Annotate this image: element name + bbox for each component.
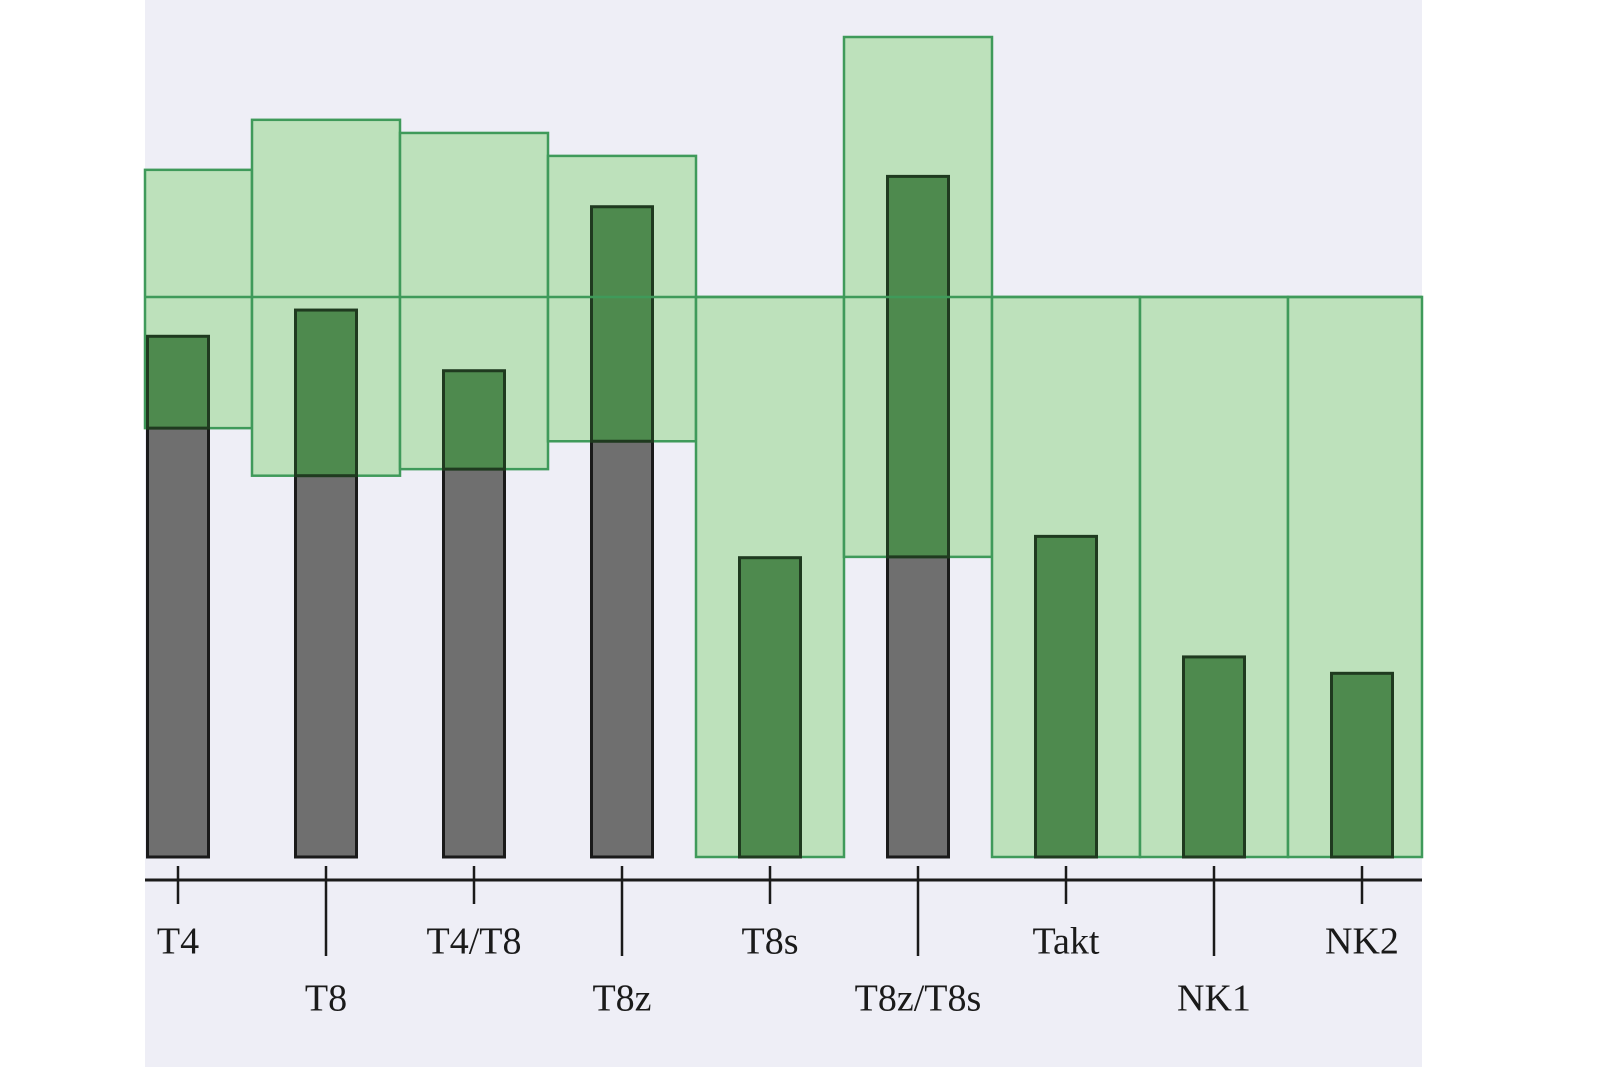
x-tick-label: NK2 — [1325, 921, 1399, 963]
bar-in-range — [738, 556, 802, 859]
bar-in-range — [1034, 534, 1098, 859]
bar-in-range — [294, 308, 358, 478]
plot-area: T4 T8 T4/T8 T8z T8s T8z/T8s Takt NK1 NK2 — [143, 35, 1424, 1020]
bar-in-range — [1182, 655, 1246, 859]
x-tick-label: T4/T8 — [427, 921, 522, 963]
x-tick-label: T4 — [157, 921, 199, 963]
bar-in-range — [1330, 671, 1394, 859]
x-tick-label: T8 — [305, 978, 347, 1020]
bar-in-range — [886, 174, 950, 559]
x-tick-label: T8z — [592, 978, 651, 1020]
x-tick-label: Takt — [1033, 921, 1100, 963]
x-tick-label: NK1 — [1177, 978, 1251, 1020]
bar-in-range — [442, 369, 506, 471]
x-tick-label: T8z/T8s — [855, 978, 982, 1020]
x-tick-label: T8s — [742, 921, 799, 963]
bar-in-range — [590, 205, 654, 443]
bar-in-range — [146, 334, 210, 430]
